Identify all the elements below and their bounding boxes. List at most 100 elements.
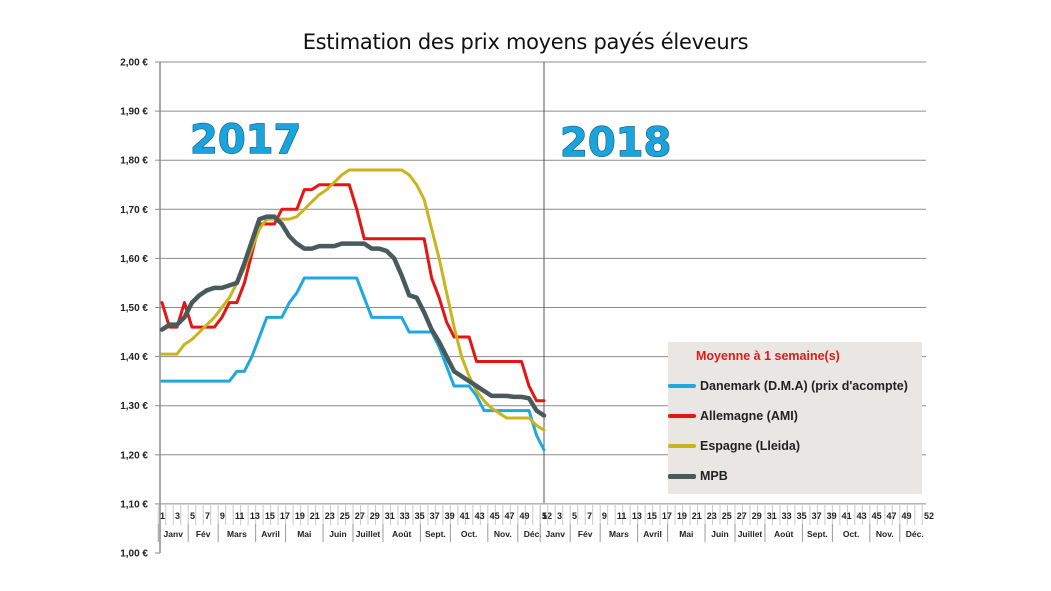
x-tick-label: 1 (542, 511, 547, 521)
year-label-2017: 2017 (190, 117, 301, 163)
x-tick-label: 19 (295, 511, 305, 521)
legend-label: Danemark (D.M.A) (prix d'acompte) (700, 379, 908, 393)
legend-label: Allemagne (AMI) (700, 409, 798, 423)
y-tick-label: 1,80 € (120, 156, 148, 167)
x-tick-label: 17 (662, 511, 672, 521)
x-tick-label: 19 (677, 511, 687, 521)
x-tick-label: 23 (707, 511, 717, 521)
series-line-allemagne-ami (160, 183, 546, 403)
month-label: Mai (297, 529, 311, 539)
x-tick-label: 29 (752, 511, 762, 521)
x-tick-label: 13 (250, 511, 260, 521)
x-tick-label: 37 (430, 511, 440, 521)
month-label: Nov. (876, 529, 894, 539)
x-tick-label: 5 (572, 511, 577, 521)
x-tick-label: 9 (602, 511, 607, 521)
month-label: Sept. (425, 529, 446, 539)
month-label: Juillet (738, 529, 763, 539)
month-label: Oct. (461, 529, 478, 539)
x-tick-label: 15 (265, 511, 275, 521)
month-label: Déc. (906, 529, 924, 539)
series-line-mpb (159, 214, 547, 418)
x-tick-label: 5 (190, 511, 195, 521)
x-tick-label: 35 (415, 511, 425, 521)
month-label: Mars (227, 529, 247, 539)
y-tick-label: 1,60 € (120, 254, 148, 265)
month-label: Juin (711, 529, 728, 539)
legend-item: Espagne (Lleida) (668, 438, 800, 454)
month-label: Avril (261, 529, 280, 539)
x-tick-label: 33 (782, 511, 792, 521)
x-axis-ticks: 1 3 5 7 9 11 13 15 17 19 21 23 25 27 29 31 33 35 37 39 41 43 4… (157, 505, 934, 542)
x-tick-label: 43 (475, 511, 485, 521)
legend-label: MPB (700, 469, 728, 483)
x-tick-label: 21 (310, 511, 320, 521)
x-tick-label: 11 (617, 511, 627, 521)
x-tick-label: 31 (767, 511, 777, 521)
y-tick-label: 1,90 € (120, 107, 148, 118)
month-label: Août (774, 529, 794, 539)
month-label: Déc. (524, 529, 542, 539)
series-line-danemark-d-m-a-prix-d-acompte (160, 276, 546, 452)
x-tick-label: 17 (280, 511, 290, 521)
x-tick-label: 47 (887, 511, 897, 521)
x-tick-label: 33 (400, 511, 410, 521)
x-tick-label: 13 (632, 511, 642, 521)
x-tick-label: 15 (647, 511, 657, 521)
month-label: Juin (329, 529, 346, 539)
x-tick-label: 39 (827, 511, 837, 521)
chart-legend: Moyenne à 1 semaine(s) Danemark (D.M.A) … (668, 342, 922, 494)
legend-swatch (668, 473, 696, 479)
y-tick-label: 1,00 € (120, 549, 148, 560)
month-label: Août (392, 529, 412, 539)
legend-item: Danemark (D.M.A) (prix d'acompte) (668, 378, 908, 394)
month-label: Mars (609, 529, 629, 539)
gridlines (155, 61, 926, 554)
x-tick-label: 25 (340, 511, 350, 521)
x-tick-label: 9 (220, 511, 225, 521)
x-tick-label: 27 (355, 511, 365, 521)
x-tick-label: 11 (235, 511, 245, 521)
month-label: Fév (578, 529, 593, 539)
x-tick-label: 52 (924, 511, 934, 521)
x-tick-label: 45 (872, 511, 882, 521)
month-label: Nov. (494, 529, 512, 539)
x-tick-label: 3 (175, 511, 180, 521)
legend-swatch (668, 444, 696, 448)
x-tick-label: 49 (902, 511, 912, 521)
x-tick-label: 35 (797, 511, 807, 521)
y-tick-label: 1,30 € (120, 401, 148, 412)
year-label-2018: 2018 (560, 120, 671, 166)
month-label: Oct. (843, 529, 860, 539)
y-tick-label: 2,00 € (120, 58, 148, 69)
x-tick-label: 39 (445, 511, 455, 521)
legend-item: Allemagne (AMI) (668, 408, 798, 424)
y-axis-ticks: 1,00 € 1,10 € 1,20 € 1,30 € 1,40 € 1,50 € 1,60… (120, 58, 148, 560)
legend-swatch (668, 384, 696, 388)
x-tick-label: 21 (692, 511, 702, 521)
x-tick-label: 45 (490, 511, 500, 521)
series-lines (159, 168, 547, 452)
legend-title: Moyenne à 1 semaine(s) (696, 349, 840, 363)
month-label: Janv (546, 529, 566, 539)
x-tick-label: 37 (812, 511, 822, 521)
legend-item: MPB (668, 468, 728, 484)
y-tick-label: 1,70 € (120, 205, 148, 216)
x-tick-label: 41 (460, 511, 470, 521)
x-tick-label: 25 (722, 511, 732, 521)
x-tick-label: 7 (205, 511, 210, 521)
x-tick-label: 49 (520, 511, 530, 521)
x-tick-label: 31 (385, 511, 395, 521)
legend-swatch (668, 414, 696, 418)
x-tick-label: 29 (370, 511, 380, 521)
y-tick-label: 1,10 € (120, 499, 148, 510)
x-tick-label: 27 (737, 511, 747, 521)
y-tick-label: 1,20 € (120, 450, 148, 461)
month-label: Mai (679, 529, 693, 539)
x-tick-label: 41 (842, 511, 852, 521)
x-tick-label: 52 (542, 511, 552, 521)
month-label: Janv (164, 529, 184, 539)
x-tick-label: 47 (505, 511, 515, 521)
month-label: Sept. (807, 529, 828, 539)
